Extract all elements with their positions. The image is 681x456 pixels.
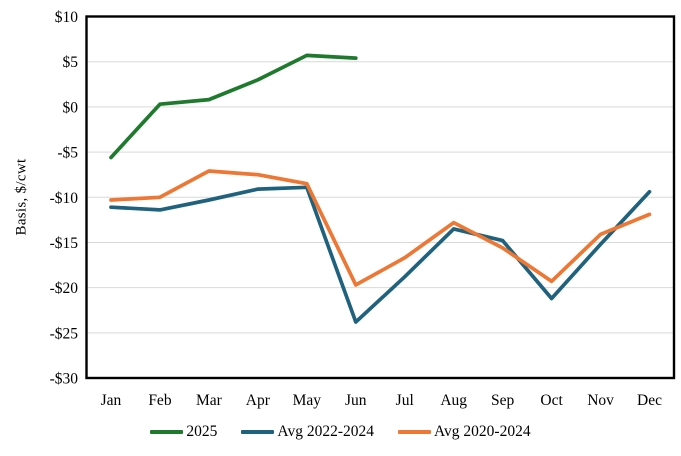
legend-label-avg-2022-2024: Avg 2022-2024 xyxy=(277,423,374,440)
x-tick-label: Jan xyxy=(101,392,122,409)
x-tick-label: Dec xyxy=(637,392,662,409)
x-tick-label: Apr xyxy=(246,392,271,409)
legend-item-avg-2022-2024: Avg 2022-2024 xyxy=(241,423,374,441)
x-tick-label: Aug xyxy=(440,392,467,409)
x-tick-label: Sep xyxy=(491,392,515,409)
x-tick-label: Jul xyxy=(396,392,414,409)
legend-swatch-2 xyxy=(398,430,431,434)
series-line-1 xyxy=(109,185,652,324)
y-tick-label: -$5 xyxy=(57,145,78,162)
y-tick-label: $5 xyxy=(63,54,79,71)
x-tick-label: May xyxy=(293,392,322,409)
legend-swatch-1 xyxy=(241,430,275,434)
x-tick-label: Oct xyxy=(540,392,563,409)
x-tick-label: Nov xyxy=(587,392,614,409)
y-tick-label: -$20 xyxy=(50,280,79,297)
y-tick-label: $0 xyxy=(63,99,79,116)
legend-label-2025: 2025 xyxy=(186,423,218,440)
y-tick-label: -$25 xyxy=(50,325,79,342)
y-axis-title: Basis, $/cwt xyxy=(13,158,30,236)
series-line-0 xyxy=(109,53,358,160)
y-tick-label: -$15 xyxy=(50,235,79,252)
legend-label-avg-2020-2024: Avg 2020-2024 xyxy=(434,423,531,440)
x-tick-label: Feb xyxy=(148,392,172,409)
y-tick-label: $10 xyxy=(55,9,79,26)
legend-item-2025: 2025 xyxy=(150,423,217,441)
chart-legend: 2025 Avg 2022-2024 Avg 2020-2024 xyxy=(0,423,681,441)
legend-swatch-0 xyxy=(150,430,184,434)
legend-item-avg-2020-2024: Avg 2020-2024 xyxy=(398,423,531,441)
y-tick-label: -$30 xyxy=(50,371,79,388)
x-tick-label: Mar xyxy=(196,392,223,409)
x-tick-label: Jun xyxy=(345,392,367,409)
plot-border xyxy=(85,15,676,380)
series-line-2 xyxy=(109,169,652,287)
y-tick-label: -$10 xyxy=(50,190,79,207)
